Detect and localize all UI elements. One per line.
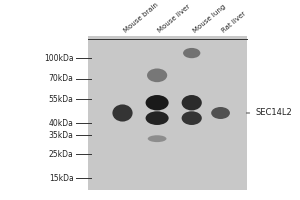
- Text: 15kDa: 15kDa: [49, 174, 74, 183]
- Ellipse shape: [146, 111, 169, 125]
- Text: 55kDa: 55kDa: [49, 95, 74, 104]
- Ellipse shape: [182, 111, 202, 125]
- Text: Rat liver: Rat liver: [220, 11, 247, 34]
- Text: Mouse lung: Mouse lung: [192, 4, 226, 34]
- Text: SEC14L2: SEC14L2: [246, 108, 292, 117]
- Ellipse shape: [147, 68, 167, 82]
- Ellipse shape: [183, 48, 200, 58]
- Ellipse shape: [112, 104, 133, 122]
- Text: 100kDa: 100kDa: [44, 54, 74, 63]
- Text: 25kDa: 25kDa: [49, 150, 74, 159]
- Ellipse shape: [182, 95, 202, 110]
- Text: 40kDa: 40kDa: [49, 119, 74, 128]
- Ellipse shape: [211, 107, 230, 119]
- Ellipse shape: [148, 135, 166, 142]
- Text: Mouse liver: Mouse liver: [157, 4, 192, 34]
- Ellipse shape: [146, 95, 169, 110]
- Text: 70kDa: 70kDa: [49, 74, 74, 83]
- Text: 35kDa: 35kDa: [49, 131, 74, 140]
- Text: Mouse brain: Mouse brain: [122, 2, 159, 34]
- FancyBboxPatch shape: [88, 36, 247, 190]
